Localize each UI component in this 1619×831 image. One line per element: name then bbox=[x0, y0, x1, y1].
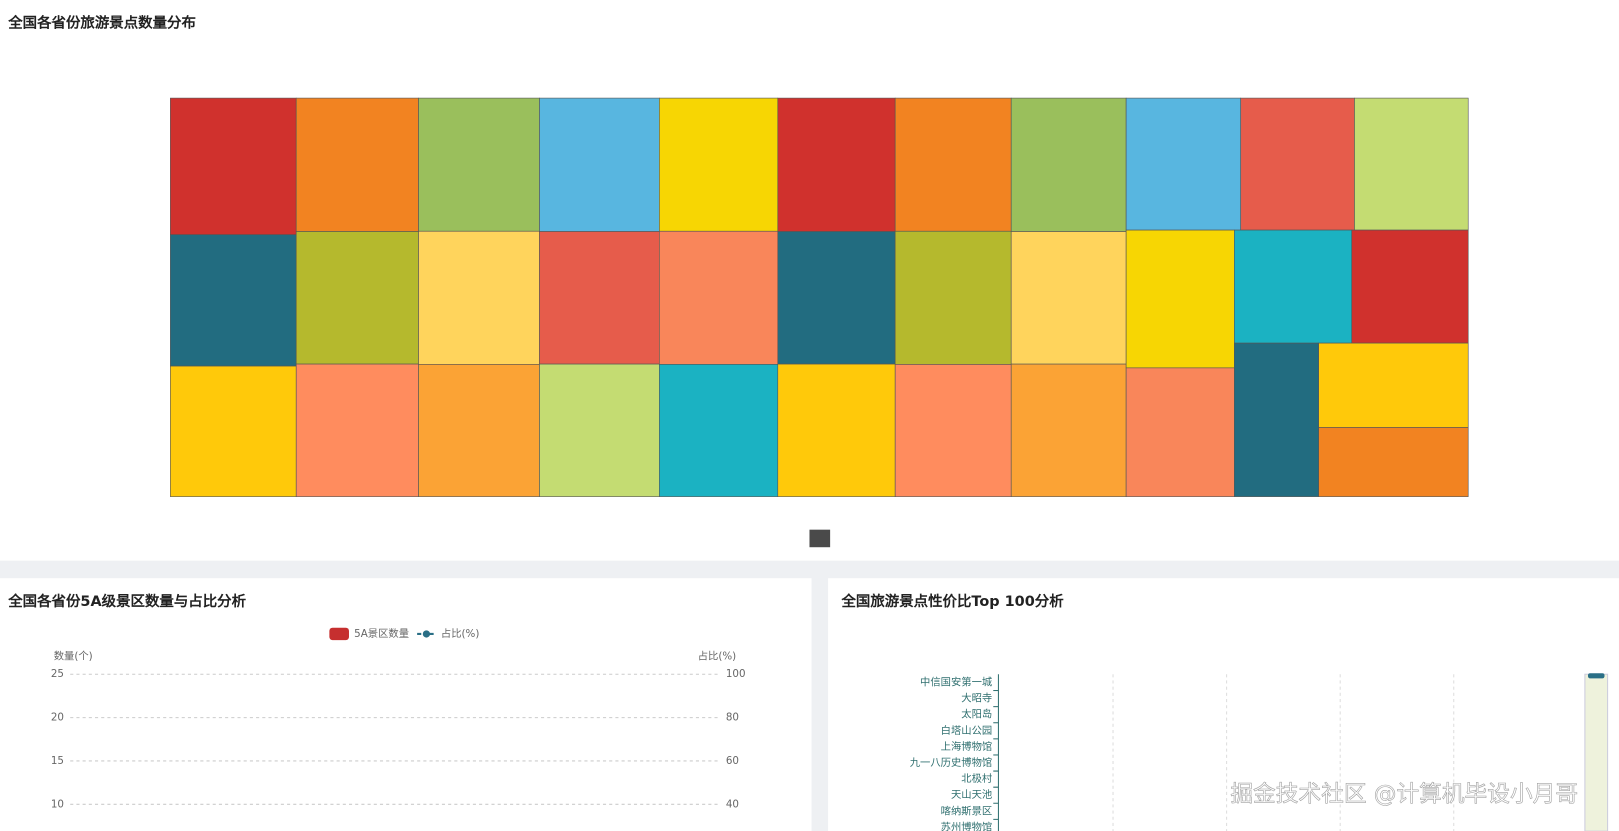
panel-title: 全国各省份5A级景区数量与占比分析 bbox=[7, 592, 246, 610]
treemap-cell bbox=[658, 230, 779, 365]
treemap-cell bbox=[1318, 427, 1469, 497]
y2-axis-label: 占比(%) bbox=[698, 650, 736, 663]
treemap-cell bbox=[1240, 97, 1355, 231]
treemap-cell bbox=[1010, 97, 1127, 232]
treemap-cell bbox=[777, 231, 896, 365]
zoom-handle[interactable] bbox=[1587, 673, 1605, 679]
treemap-cell bbox=[1125, 367, 1235, 497]
y-tick-label: 大昭寺 bbox=[961, 692, 992, 705]
y-tick-label: 中信国安第一城 bbox=[920, 675, 992, 688]
treemap-cell bbox=[777, 97, 896, 232]
treemap-cell bbox=[894, 230, 1012, 365]
watermark: 掘金技术社区 @计算机毕设小月哥 bbox=[1230, 782, 1578, 808]
y2-tick-label: 40 bbox=[726, 798, 739, 810]
treemap-cell bbox=[1125, 229, 1235, 369]
treemap-cell bbox=[894, 97, 1012, 232]
panel bbox=[828, 578, 1619, 831]
treemap-cell bbox=[295, 363, 419, 497]
legend-swatch bbox=[422, 630, 431, 638]
y-tick-label: 苏州博物馆 bbox=[941, 820, 993, 831]
y-tick-label: 25 bbox=[51, 668, 64, 680]
treemap-cell bbox=[894, 364, 1012, 497]
y-tick-label: 10 bbox=[51, 798, 64, 810]
y-tick-label: 天山天池 bbox=[951, 788, 992, 801]
treemap-cell bbox=[418, 97, 540, 232]
treemap-cell bbox=[170, 97, 297, 235]
panel-title: 全国旅游景点性价比Top 100分析 bbox=[840, 592, 1064, 610]
treemap-cell bbox=[1318, 342, 1469, 428]
y-tick-label: 上海博物馆 bbox=[941, 740, 993, 753]
y-tick-label: 白塔山公园 bbox=[941, 724, 993, 737]
grid bbox=[997, 673, 1609, 831]
y-tick-label: 太阳岛 bbox=[961, 708, 992, 721]
legend-label: 5A景区数量 bbox=[354, 627, 409, 640]
y-tick-label: 20 bbox=[51, 712, 64, 724]
treemap-cell bbox=[418, 364, 540, 497]
y-tick-label: 九一八历史博物馆 bbox=[910, 756, 993, 769]
y2-tick-label: 60 bbox=[726, 755, 739, 767]
legend-swatch bbox=[329, 627, 349, 641]
y-tick-label: 北极村 bbox=[961, 772, 992, 785]
y-axis-label: 数量(个) bbox=[54, 650, 93, 663]
treemap-cell bbox=[539, 363, 660, 497]
y-tick-label: 喀纳斯景区 bbox=[941, 804, 993, 817]
breadcrumb[interactable] bbox=[809, 529, 831, 548]
treemap-cell bbox=[658, 364, 779, 497]
treemap-cell bbox=[1351, 229, 1469, 344]
treemap-cell bbox=[1010, 231, 1127, 365]
treemap-cell bbox=[418, 230, 540, 365]
treemap-cell bbox=[1354, 97, 1469, 231]
treemap-cell bbox=[170, 365, 297, 497]
treemap-cell bbox=[539, 231, 660, 365]
treemap-cell bbox=[1010, 363, 1127, 497]
treemap-cell bbox=[658, 97, 779, 232]
treemap-cell bbox=[777, 363, 896, 497]
data-zoom[interactable] bbox=[1584, 673, 1609, 831]
treemap-cell bbox=[295, 231, 419, 365]
y2-tick-label: 80 bbox=[726, 712, 739, 724]
panel-title: 全国各省份旅游景点数量分布 bbox=[7, 14, 196, 32]
treemap-cell bbox=[539, 97, 660, 232]
y2-tick-label: 100 bbox=[726, 668, 746, 680]
treemap-cell bbox=[170, 234, 297, 367]
y-tick-label: 15 bbox=[51, 755, 64, 767]
treemap-cell bbox=[295, 97, 419, 232]
panel bbox=[0, 578, 812, 831]
legend-label: 占比(%) bbox=[441, 627, 479, 640]
treemap-cell bbox=[1234, 229, 1353, 344]
treemap-cell bbox=[1125, 97, 1242, 231]
treemap-cell bbox=[1234, 342, 1319, 497]
